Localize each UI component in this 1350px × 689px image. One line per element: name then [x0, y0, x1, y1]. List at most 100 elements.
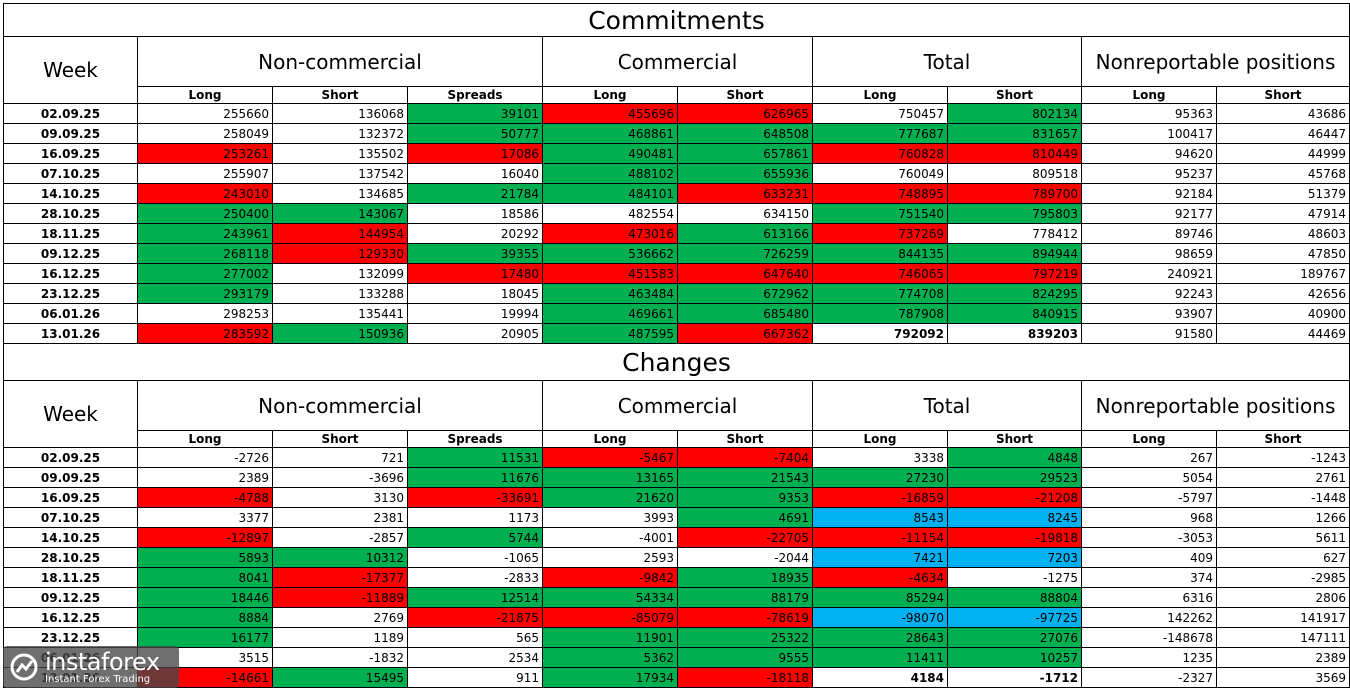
value-cell: -4788	[137, 487, 273, 508]
value-cell: 27076	[947, 627, 1082, 648]
value-cell: 469661	[542, 303, 678, 324]
column-header: Long	[812, 430, 948, 448]
column-header: Short	[947, 430, 1082, 448]
value-cell: 135441	[272, 303, 408, 324]
value-cell: 268118	[137, 243, 273, 264]
week-cell: 07.10.25	[3, 163, 138, 184]
value-cell: 487595	[542, 323, 678, 344]
value-cell: 85294	[812, 587, 948, 608]
value-cell: 5744	[407, 527, 543, 548]
week-cell: 09.12.25	[3, 587, 138, 608]
value-cell: 88179	[677, 587, 813, 608]
value-cell: 10257	[947, 647, 1082, 668]
week-cell: 09.12.25	[3, 243, 138, 264]
value-cell: 795803	[947, 203, 1082, 224]
value-cell: 7421	[812, 547, 948, 568]
value-cell: 12514	[407, 587, 543, 608]
value-cell: 536662	[542, 243, 678, 264]
value-cell: 840915	[947, 303, 1082, 324]
value-cell: 451583	[542, 263, 678, 284]
value-cell: 468861	[542, 123, 678, 144]
value-cell: 92177	[1081, 203, 1217, 224]
value-cell: 135502	[272, 143, 408, 164]
value-cell: -4634	[812, 567, 948, 588]
value-cell: 4848	[947, 447, 1082, 468]
value-cell: 797219	[947, 263, 1082, 284]
value-cell: 9353	[677, 487, 813, 508]
value-cell: 565	[407, 627, 543, 648]
week-cell: 06.01.26	[3, 303, 138, 324]
value-cell: 810449	[947, 143, 1082, 164]
group-header: Commercial	[542, 380, 813, 431]
value-cell: -5797	[1081, 487, 1217, 508]
column-header: Long	[137, 86, 273, 104]
value-cell: 789700	[947, 183, 1082, 204]
value-cell: 2389	[137, 467, 273, 488]
value-cell: 253261	[137, 143, 273, 164]
value-cell: -18118	[677, 667, 813, 688]
value-cell: 98659	[1081, 243, 1217, 264]
value-cell: 5893	[137, 547, 273, 568]
value-cell: 143067	[272, 203, 408, 224]
column-header: Short	[947, 86, 1082, 104]
value-cell: 29523	[947, 467, 1082, 488]
value-cell: 18446	[137, 587, 273, 608]
value-cell: 293179	[137, 283, 273, 304]
value-cell: 374	[1081, 567, 1217, 588]
value-cell: 21620	[542, 487, 678, 508]
value-cell: -2985	[1216, 567, 1350, 588]
value-cell: 657861	[677, 143, 813, 164]
value-cell: 787908	[812, 303, 948, 324]
value-cell: 10312	[272, 547, 408, 568]
value-cell: 44999	[1216, 143, 1350, 164]
value-cell: 277002	[137, 263, 273, 284]
value-cell: 5611	[1216, 527, 1350, 548]
value-cell: 20905	[407, 323, 543, 344]
value-cell: 455696	[542, 103, 678, 124]
value-cell: 21543	[677, 467, 813, 488]
value-cell: -78619	[677, 607, 813, 628]
week-cell: 23.12.25	[3, 283, 138, 304]
group-header: Total	[812, 36, 1082, 87]
value-cell: 685480	[677, 303, 813, 324]
value-cell: 11901	[542, 627, 678, 648]
value-cell: 648508	[677, 123, 813, 144]
value-cell: 189767	[1216, 263, 1350, 284]
week-cell: 23.12.25	[3, 627, 138, 648]
value-cell: -33691	[407, 487, 543, 508]
table-title: Changes	[3, 343, 1350, 381]
value-cell: 243010	[137, 183, 273, 204]
column-header: Short	[677, 430, 813, 448]
value-cell: 655936	[677, 163, 813, 184]
value-cell: 21784	[407, 183, 543, 204]
value-cell: 2769	[272, 607, 408, 628]
value-cell: -3696	[272, 467, 408, 488]
week-cell: 18.11.25	[3, 223, 138, 244]
value-cell: 2534	[407, 647, 543, 668]
value-cell: 634150	[677, 203, 813, 224]
value-cell: 89746	[1081, 223, 1217, 244]
value-cell: 150936	[272, 323, 408, 344]
value-cell: 27230	[812, 467, 948, 488]
value-cell: 54334	[542, 587, 678, 608]
week-header: Week	[3, 380, 138, 448]
value-cell: 147111	[1216, 627, 1350, 648]
value-cell: 91580	[1081, 323, 1217, 344]
value-cell: 51379	[1216, 183, 1350, 204]
value-cell: 134685	[272, 183, 408, 204]
group-header: Commercial	[542, 36, 813, 87]
value-cell: 633231	[677, 183, 813, 204]
value-cell: 11411	[812, 647, 948, 668]
value-cell: 95237	[1081, 163, 1217, 184]
value-cell: -98070	[812, 607, 948, 628]
value-cell: 94620	[1081, 143, 1217, 164]
week-cell: 16.09.25	[3, 487, 138, 508]
value-cell: -1448	[1216, 487, 1350, 508]
value-cell: 144954	[272, 223, 408, 244]
watermark-brand: instaforex	[45, 648, 160, 676]
value-cell: 2381	[272, 507, 408, 528]
week-cell: 02.09.25	[3, 103, 138, 124]
value-cell: 737269	[812, 223, 948, 244]
value-cell: 45768	[1216, 163, 1350, 184]
